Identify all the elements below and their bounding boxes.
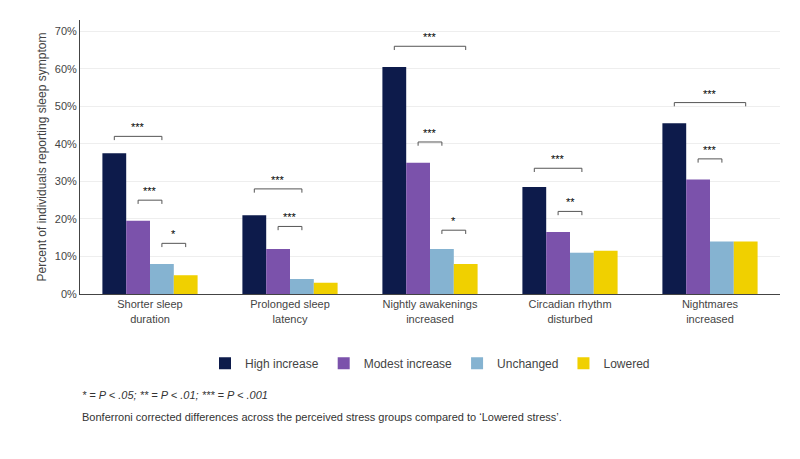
svg-text:10%: 10% — [55, 250, 77, 262]
svg-text:***: *** — [551, 153, 565, 165]
svg-text:*: * — [451, 215, 456, 227]
svg-text:***: *** — [423, 31, 437, 43]
svg-text:High increase: High increase — [245, 357, 319, 371]
svg-text:60%: 60% — [55, 63, 77, 75]
svg-text:70%: 70% — [55, 25, 77, 37]
svg-text:Percent of individuals reporti: Percent of individuals reporting sleep s… — [35, 33, 49, 282]
svg-text:***: *** — [703, 144, 717, 156]
svg-text:*: * — [171, 228, 176, 240]
svg-text:***: *** — [271, 174, 285, 186]
svg-text:Nightmaresincreased: Nightmaresincreased — [682, 298, 739, 324]
svg-text:Nightly awakeningsincreased: Nightly awakeningsincreased — [383, 298, 478, 324]
svg-text:40%: 40% — [55, 138, 77, 150]
svg-text:* = P < .05; ** = P < .01; ***: * = P < .05; ** = P < .01; *** = P < .00… — [82, 389, 268, 401]
svg-text:Modest increase: Modest increase — [364, 357, 452, 371]
svg-text:Circadian rhythmdisturbed: Circadian rhythmdisturbed — [528, 298, 611, 324]
svg-text:***: *** — [131, 121, 145, 133]
svg-text:***: *** — [143, 185, 157, 197]
svg-text:Prolonged sleeplatency: Prolonged sleeplatency — [250, 298, 330, 324]
svg-text:20%: 20% — [55, 213, 77, 225]
svg-text:***: *** — [423, 127, 437, 139]
svg-text:**: ** — [566, 196, 575, 208]
svg-text:0%: 0% — [61, 288, 77, 300]
svg-text:***: *** — [283, 211, 297, 223]
svg-text:Bonferroni corrected differenc: Bonferroni corrected differences across … — [82, 411, 562, 423]
svg-text:Shorter sleepduration: Shorter sleepduration — [117, 298, 182, 324]
svg-text:50%: 50% — [55, 100, 77, 112]
svg-text:Unchanged: Unchanged — [497, 357, 558, 371]
svg-text:***: *** — [703, 88, 717, 100]
svg-text:30%: 30% — [55, 175, 77, 187]
svg-text:Lowered: Lowered — [603, 357, 649, 371]
